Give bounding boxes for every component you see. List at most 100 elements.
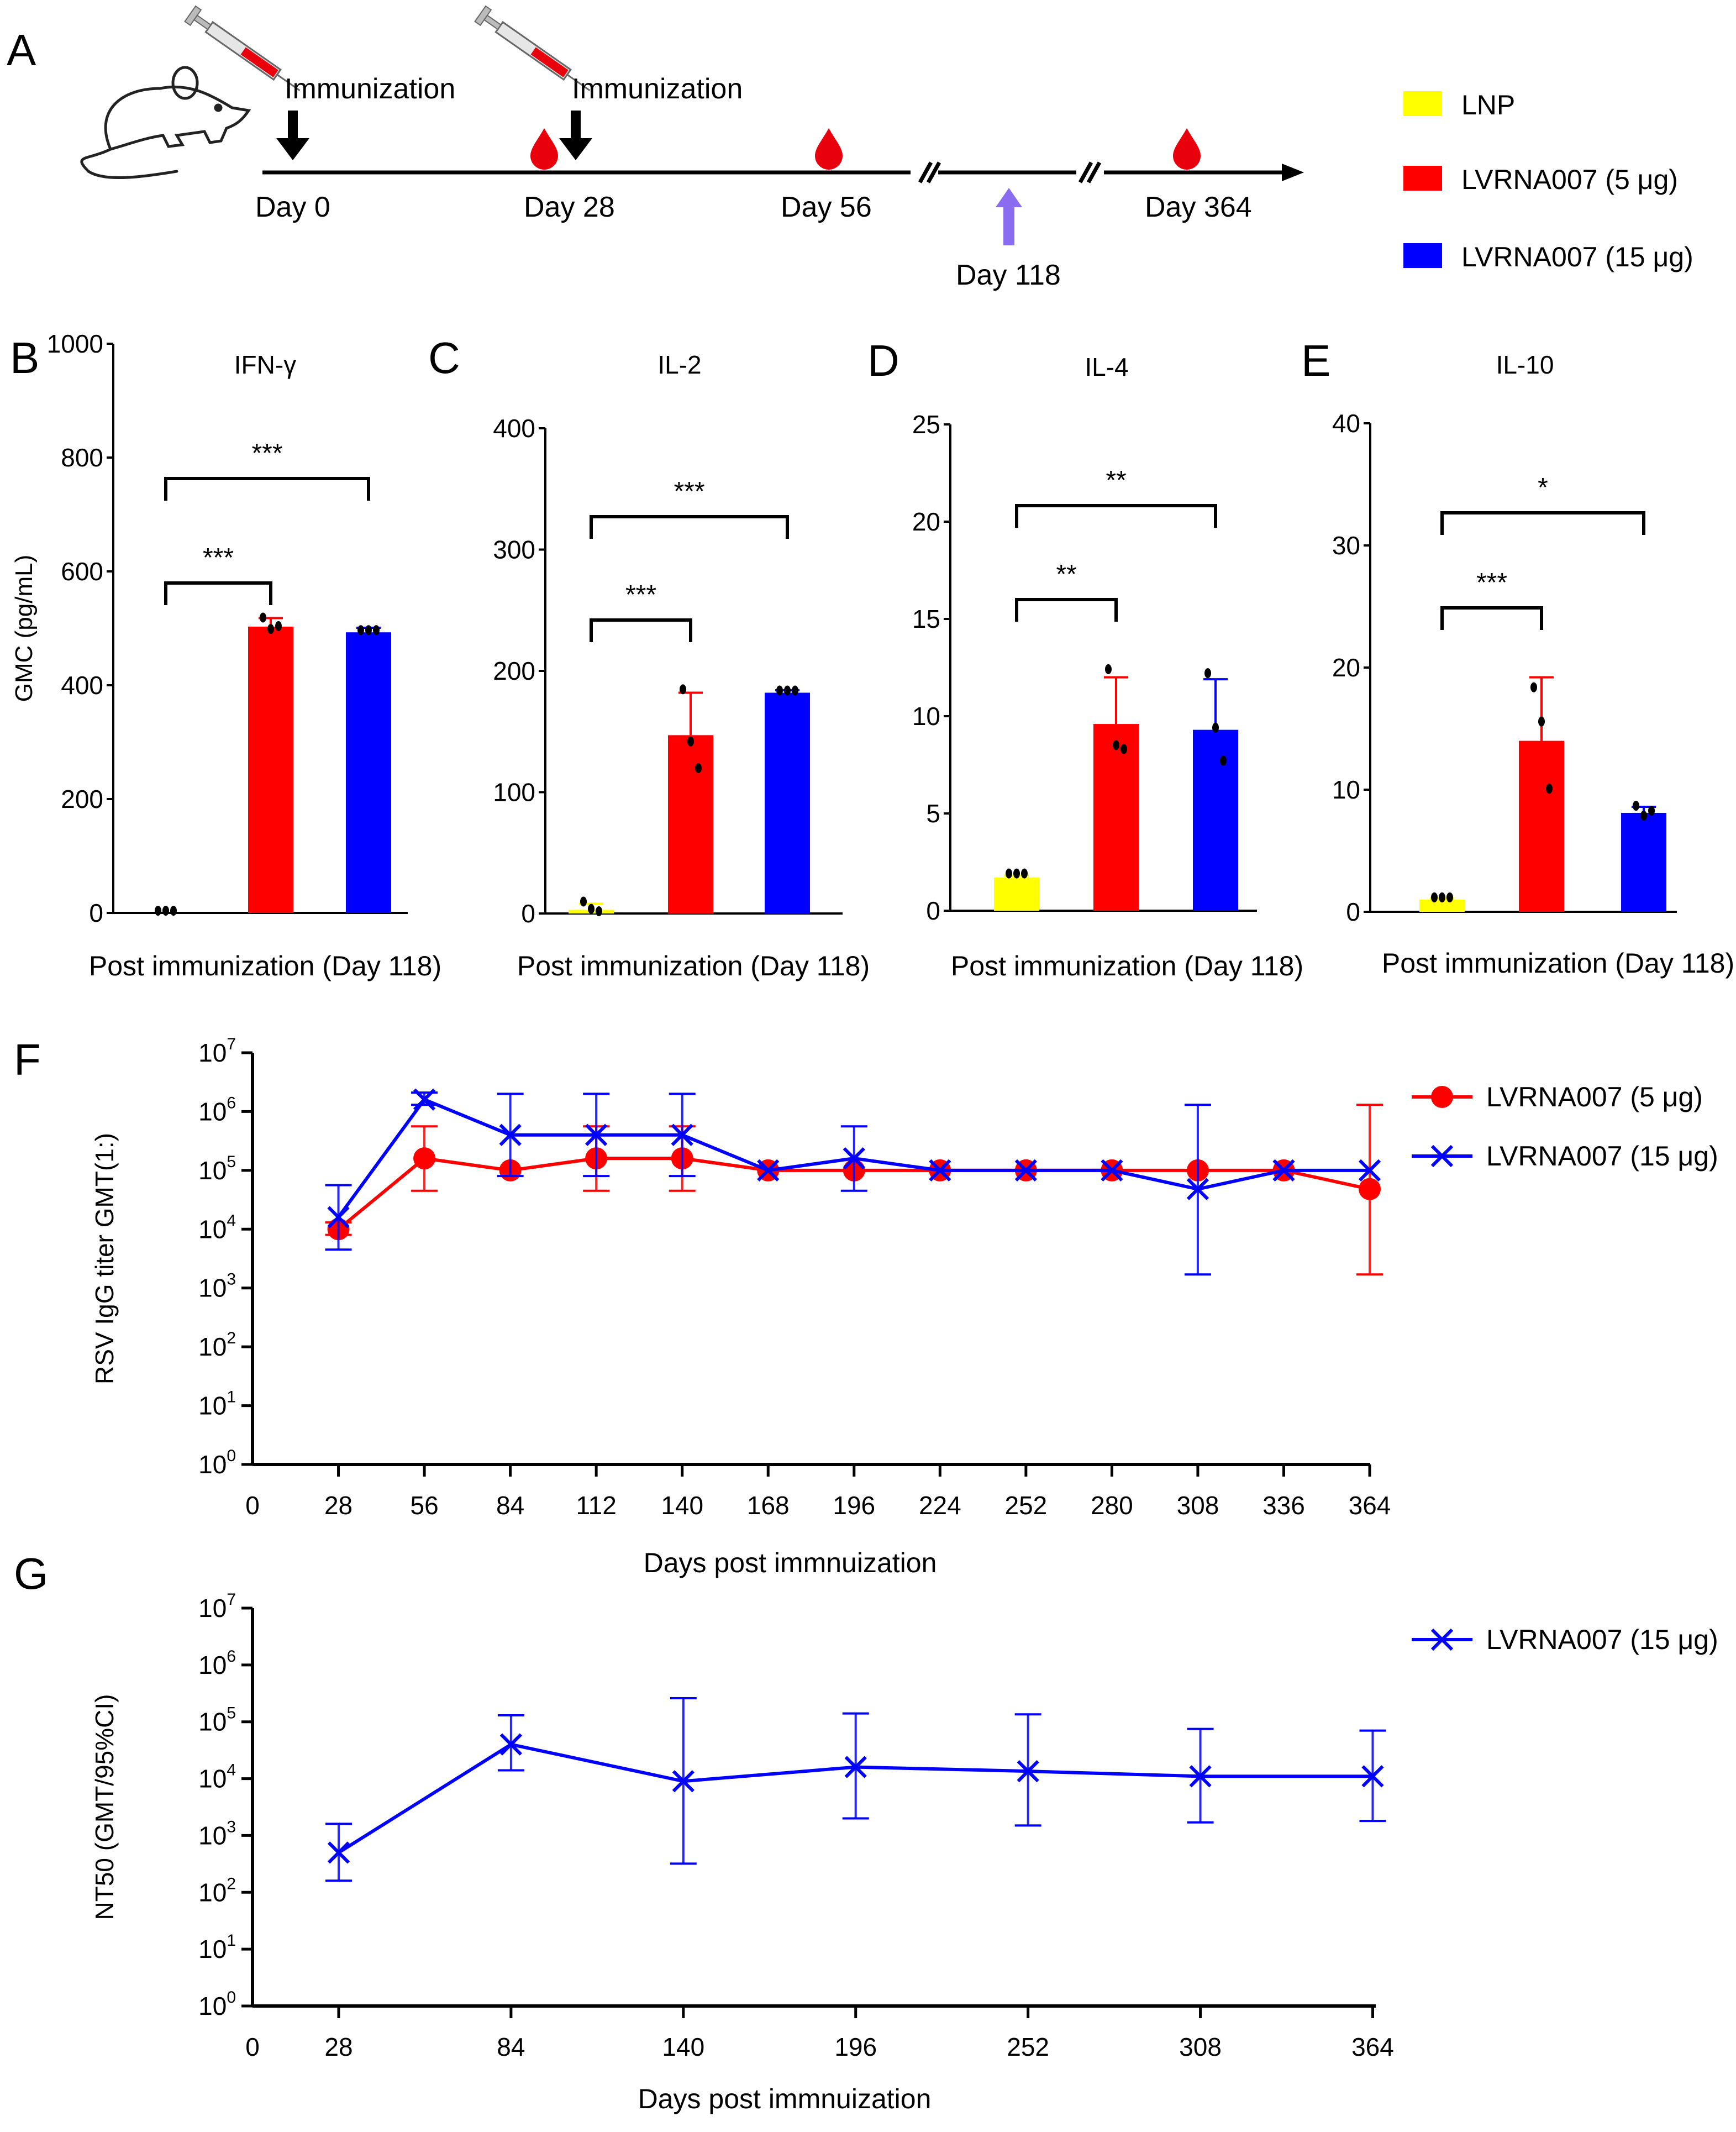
chart-il2: IL-2 Post immunization (Day 118) 0 100 200 30…: [493, 350, 870, 981]
blood-drop-icon: [530, 128, 558, 170]
data-point: [1538, 716, 1545, 727]
x-tick-label: 168: [747, 1491, 790, 1520]
y-tick-label: 200: [61, 785, 103, 813]
significance-bracket: [1015, 598, 1118, 622]
x-axis-label: Post immunization (Day 118): [951, 951, 1303, 981]
x-tick-label: 28: [324, 1491, 353, 1520]
bar-lvrna007-5ug: [668, 735, 713, 913]
legend-label: LVRNA007 (5 μg): [1486, 1081, 1703, 1112]
significance-label: *: [1538, 473, 1548, 502]
y-tick-label: 100: [198, 1447, 236, 1479]
series-lvrna007-15ug: [325, 1088, 1381, 1276]
panel-letter-f: F: [14, 1035, 41, 1084]
timeline-day56: Day 56: [781, 191, 872, 223]
data-point: [1204, 668, 1211, 679]
x-tick-label: 140: [661, 1491, 703, 1520]
y-tick-label: 0: [1346, 897, 1360, 926]
data-point: [672, 1770, 695, 1793]
data-point: [1358, 1159, 1381, 1181]
data-point: [1361, 1765, 1384, 1788]
significance-label: ***: [625, 580, 656, 610]
legend-marker: [1430, 1628, 1454, 1651]
blood-drop-icon: [815, 128, 843, 170]
data-point: [844, 1756, 867, 1778]
blood-drop-icon: [1173, 128, 1201, 170]
timeline-axis: [262, 161, 1282, 183]
data-point: [1446, 892, 1453, 902]
x-axis-label: Days post immnuization: [644, 1547, 937, 1578]
mouse-icon: [80, 66, 251, 179]
chart-nt50: 100 101 102 103 104 105 106 107 0 28 84 140 196 252 30…: [90, 1590, 1718, 2114]
data-point: [260, 612, 266, 623]
y-tick-label: 400: [61, 671, 103, 700]
y-tick-label: 400: [493, 414, 535, 443]
timeline-day0: Day 0: [255, 191, 330, 223]
legend-label: LVRNA007 (15 μg): [1486, 1624, 1718, 1655]
legend-marker: [1430, 1144, 1454, 1168]
data-point: [1105, 664, 1112, 675]
y-tick-label: 30: [1332, 531, 1360, 560]
data-point: [580, 896, 587, 907]
y-tick-label: 0: [89, 899, 103, 927]
significance-bracket: [1015, 504, 1217, 528]
legend-swatch-lv15: [1403, 243, 1442, 268]
y-tick-label: 106: [198, 1647, 236, 1679]
data-point: [1021, 868, 1028, 879]
data-point: [1189, 1765, 1212, 1788]
significance-bracket: [590, 618, 692, 642]
y-tick-label: 107: [198, 1590, 236, 1622]
y-tick-label: 10: [1332, 775, 1360, 804]
syringe-icon: [474, 5, 591, 91]
data-point: [588, 904, 595, 914]
y-axis-label: RSV IgG titer GMT(1:): [90, 1133, 119, 1384]
y-tick-label: 20: [912, 507, 940, 536]
data-point: [687, 736, 694, 747]
data-point: [357, 625, 364, 636]
legend-marker: [1431, 1086, 1453, 1108]
data-point: [170, 906, 177, 916]
bar-lvrna007-5ug: [1519, 741, 1564, 912]
y-axis-label: NT50 (GMT/95%CI): [90, 1694, 119, 1920]
data-point: [327, 1841, 350, 1864]
y-tick-label: 0: [521, 899, 535, 928]
y-tick-label: 15: [912, 605, 940, 633]
y-tick-label: 101: [198, 1931, 236, 1963]
data-point: [1017, 1760, 1039, 1783]
data-point: [1113, 740, 1119, 750]
x-axis-label: Days post immnuization: [638, 2083, 932, 2114]
y-tick-label: 20: [1332, 653, 1360, 682]
bar-lvrna007-15ug: [1193, 729, 1238, 911]
data-point: [929, 1159, 951, 1181]
panel-letter-g: G: [14, 1549, 48, 1598]
x-tick-label: 364: [1351, 2033, 1394, 2061]
x-tick-label: 280: [1091, 1491, 1133, 1520]
y-tick-label: 25: [912, 410, 940, 439]
x-tick-label: 224: [919, 1491, 961, 1520]
panel-a-schedule: A Immunization Immunization: [7, 5, 1693, 291]
significance-label: ***: [251, 439, 282, 468]
significance-bracket: [590, 515, 789, 539]
y-tick-label: 600: [61, 557, 103, 586]
y-tick-label: 102: [198, 1874, 236, 1907]
data-point: [1014, 1159, 1037, 1181]
x-tick-label: 84: [496, 1491, 524, 1520]
y-tick-label: 5: [926, 799, 940, 828]
legend-label: LVRNA007 (15 μg): [1486, 1141, 1718, 1172]
legend-label-lnp: LNP: [1461, 90, 1515, 120]
x-tick-label: 196: [834, 2033, 877, 2061]
data-point: [155, 906, 161, 916]
x-axis-label: Post immunization (Day 118): [89, 951, 441, 981]
significance-bracket: [164, 477, 370, 501]
data-point: [1272, 1159, 1295, 1181]
x-axis-label: Post immunization (Day 118): [1382, 948, 1734, 979]
chart-title: IL-4: [1085, 353, 1128, 381]
data-point: [776, 685, 783, 696]
immunization-label-1: Immunization: [285, 73, 455, 105]
chart-rsv-igg-titer: 100 101 102 103 104 105 106 107 0 28 56 84 112 140 168…: [90, 1035, 1718, 1578]
data-point: [267, 624, 274, 634]
data-point: [792, 685, 798, 696]
data-point: [275, 621, 282, 631]
x-tick-label: 0: [245, 1491, 260, 1520]
series-lvrna007-15ug: [325, 1697, 1386, 1882]
y-tick-label: 40: [1332, 409, 1360, 438]
